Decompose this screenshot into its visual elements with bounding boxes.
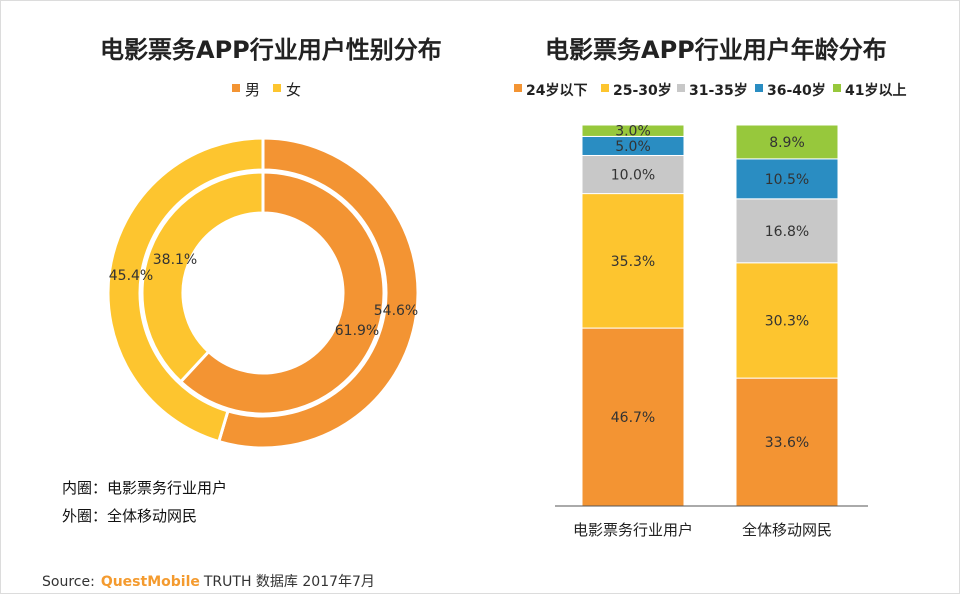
outer-ring-male-slice (216, 136, 420, 450)
legend-swatch-age-2 (601, 84, 609, 92)
bar-segment-all-netizens-5 (735, 124, 839, 160)
legend-label-age-5: 41岁以上 (845, 82, 906, 99)
source-prefix: Source: (42, 574, 95, 590)
bar-label-all-netizens-1: 33.6% (765, 435, 809, 451)
legend-swatch-age-3 (677, 84, 685, 92)
age-chart-title: 电影票务APP行业用户年龄分布 (545, 36, 887, 64)
legend-label-age-3: 31-35岁 (689, 82, 748, 99)
gender-legend: 男 女 (232, 81, 301, 99)
bar-label-all-netizens-2: 30.3% (765, 313, 809, 329)
inner-male-label: 61.9% (335, 323, 379, 339)
outer-male-label: 54.6% (374, 303, 418, 319)
source-suffix: TRUTH 数据库 2017年7月 (203, 574, 375, 590)
age-legend: 24岁以下 25-30岁 31-35岁 36-40岁 41岁以上 (514, 82, 906, 99)
outer-female-label: 45.4% (109, 268, 153, 284)
x-tick-label-ticketing: 电影票务行业用户 (573, 521, 693, 539)
legend-swatch-age-4 (755, 84, 763, 92)
legend-label-female: 女 (286, 81, 301, 99)
bar-segment-ticketing-5 (581, 124, 685, 137)
bar-label-ticketing-2: 35.3% (611, 254, 655, 270)
bar-segment-all-netizens-1 (735, 377, 839, 507)
bar-label-ticketing-3: 10.0% (611, 168, 655, 184)
legend-swatch-male (232, 84, 240, 92)
bar-segment-all-netizens-2 (735, 262, 839, 379)
x-tick-label-all-netizens: 全体移动网民 (742, 521, 832, 539)
legend-swatch-female (273, 84, 281, 92)
stacked-bars: 46.7% 35.3% 10.0% 5.0%3.0% 33.6% 30.3% 16.8% 10… (581, 124, 839, 507)
bar-label-all-netizens-5: 8.9% (769, 135, 805, 151)
legend-label-age-1: 24岁以下 (526, 82, 587, 99)
bar-label-ticketing-1: 46.7% (611, 410, 655, 426)
gender-chart-title: 电影票务APP行业用户性别分布 (100, 36, 442, 64)
inner-ring-male-slice (178, 170, 386, 416)
legend-label-age-2: 25-30岁 (613, 82, 672, 99)
outer-ring-note: 外圈：全体移动网民 (62, 507, 198, 525)
inner-female-label: 38.1% (153, 252, 197, 268)
bar-label-ticketing-4: 5.0% (615, 139, 651, 155)
bar-label-ticketing-5: 3.0% (615, 124, 651, 140)
legend-label-age-4: 36-40岁 (767, 82, 826, 99)
bar-label-all-netizens-4: 10.5% (765, 172, 809, 188)
inner-ring-female-slice (140, 170, 265, 384)
bar-segment-ticketing-2 (581, 193, 685, 329)
source-line: Source: QuestMobile TRUTH 数据库 2017年7月 (42, 571, 375, 591)
inner-ring-note: 内圈：电影票务行业用户 (62, 479, 228, 497)
bar-segment-all-netizens-4 (735, 158, 839, 200)
bar-segment-all-netizens-3 (735, 198, 839, 264)
bar-label-all-netizens-3: 16.8% (765, 224, 809, 240)
legend-swatch-age-1 (514, 84, 522, 92)
outer-ring-female-slice (106, 136, 265, 444)
legend-swatch-age-5 (833, 84, 841, 92)
legend-label-male: 男 (245, 81, 260, 99)
donut-chart: 54.6% 45.4% 61.9% 38.1% (106, 136, 420, 450)
source-brand: QuestMobile (100, 574, 200, 590)
